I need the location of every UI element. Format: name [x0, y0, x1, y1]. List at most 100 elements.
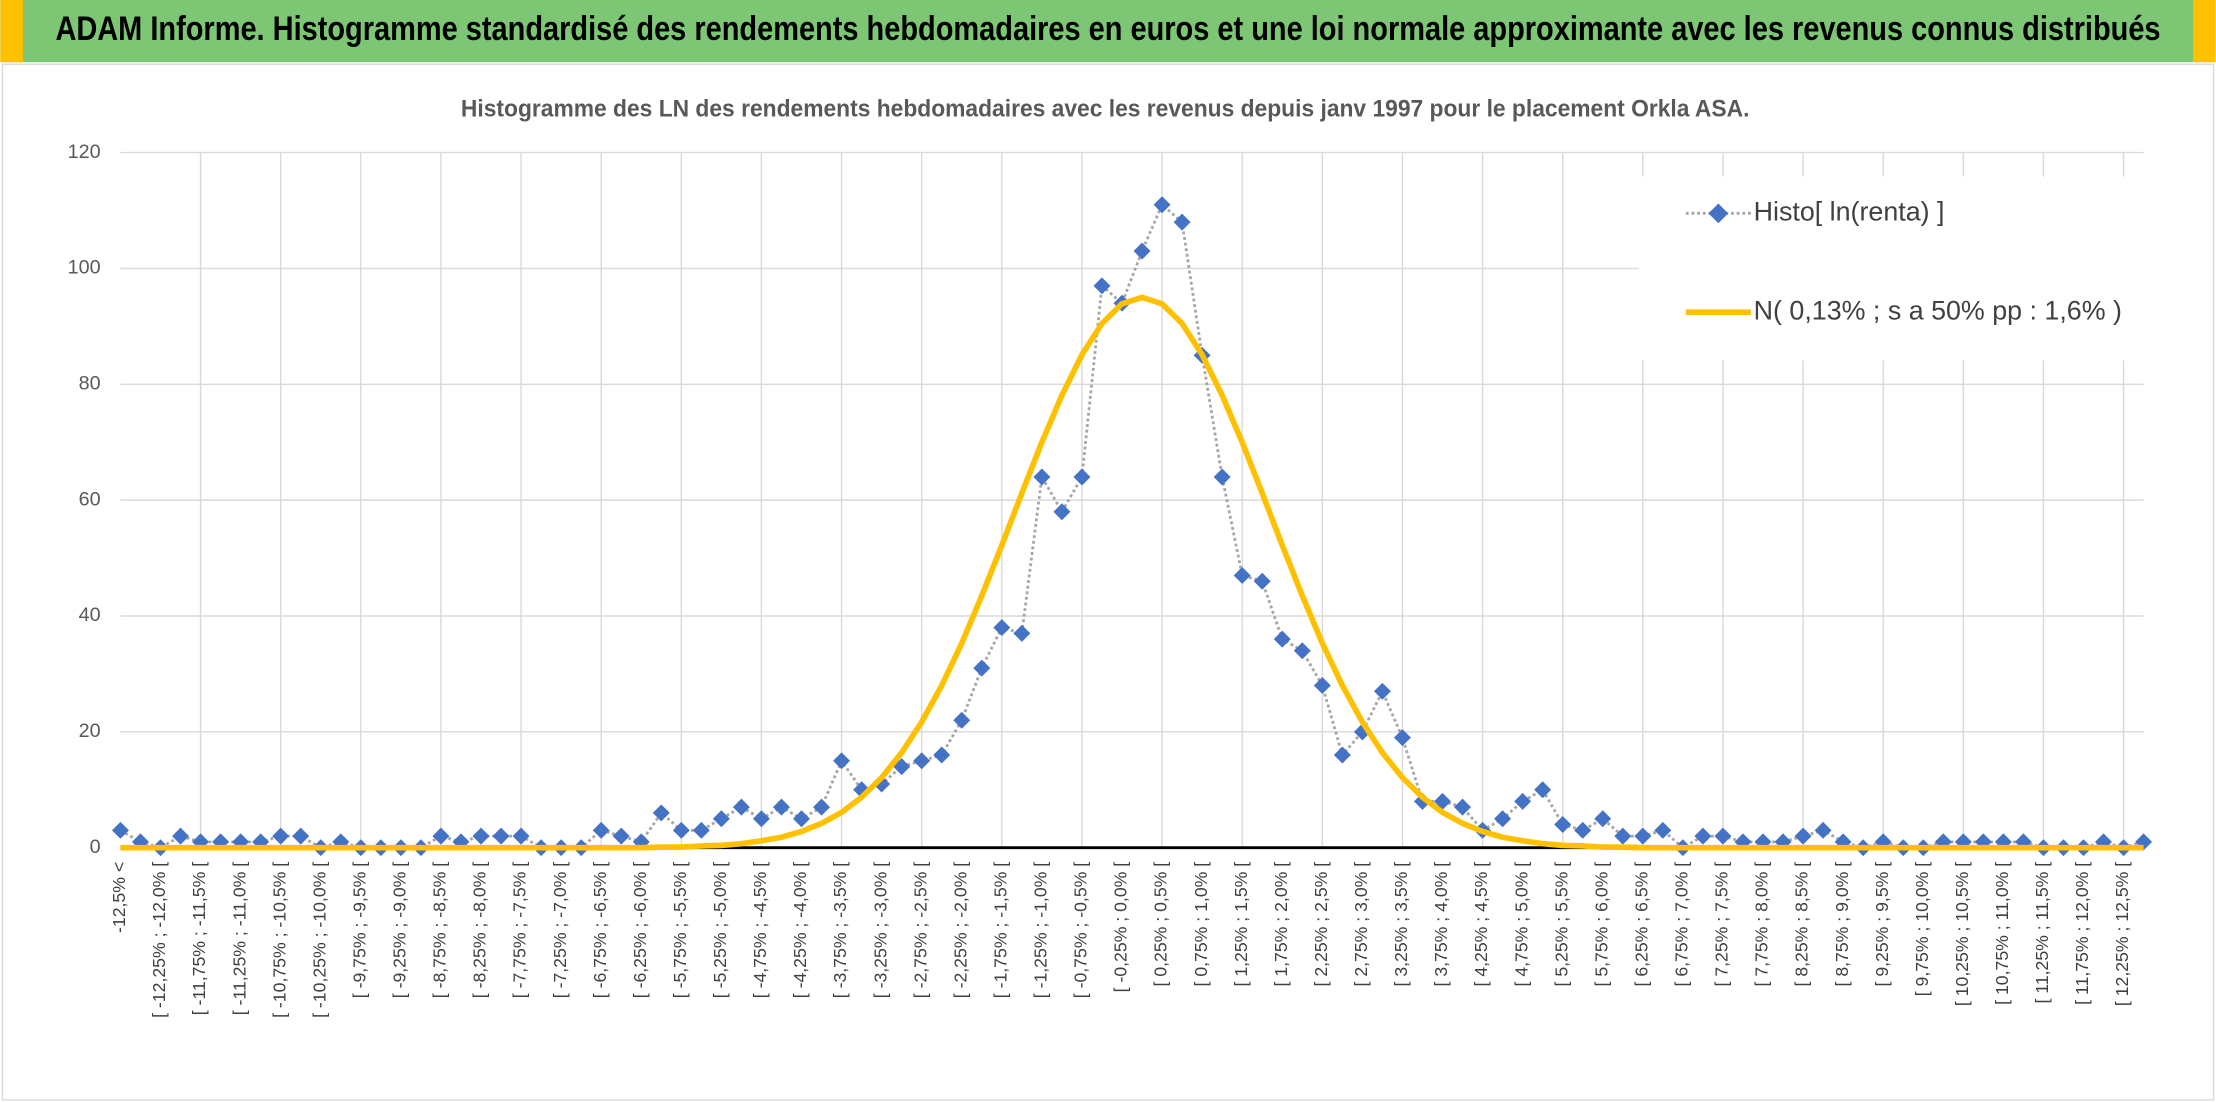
- y-tick-label: 20: [79, 720, 101, 742]
- x-tick-label: [ 9,75% ; 10,0% [: [1912, 862, 1932, 997]
- data-point: [592, 821, 610, 839]
- x-tick-label: [ 5,25% ; 5,5% [: [1551, 862, 1571, 987]
- data-point: [1794, 827, 1812, 845]
- x-tick-label: [ -5,75% ; -5,5% [: [670, 862, 690, 998]
- x-tick-label: [ 1,75% ; 2,0% [: [1271, 862, 1291, 987]
- x-tick-label: [ 2,75% ; 3,0% [: [1351, 862, 1371, 987]
- x-tick-label: [ -6,75% ; -6,5% [: [590, 862, 610, 998]
- data-point: [1634, 827, 1652, 845]
- x-tick-label: [ -8,75% ; -8,5% [: [430, 862, 450, 998]
- y-tick-label: 120: [68, 141, 101, 163]
- data-point: [1153, 196, 1171, 214]
- data-point: [672, 821, 690, 839]
- x-tick-label: [ 6,75% ; 7,0% [: [1672, 862, 1692, 987]
- x-tick-label: [ 7,25% ; 7,5% [: [1712, 862, 1732, 987]
- x-tick-label: [ -4,75% ; -4,5% [: [750, 862, 770, 998]
- data-point: [712, 810, 730, 828]
- legend-swatch-marker: [1708, 203, 1729, 224]
- chart-title: Histogramme des LN des rendements hebdom…: [461, 96, 1749, 123]
- data-point: [512, 827, 530, 845]
- data-point: [652, 804, 670, 822]
- data-point: [953, 711, 971, 729]
- x-tick-label: [ -8,25% ; -8,0% [: [470, 862, 490, 998]
- data-point: [1574, 821, 1592, 839]
- series-line: [120, 294, 2144, 851]
- legend: Histo[ ln(renta) ] N( 0,13% ; s a 50% pp …: [1639, 176, 2148, 361]
- y-tick-label: 40: [79, 604, 101, 626]
- y-tick-label: 60: [79, 488, 101, 510]
- data-point: [732, 798, 750, 816]
- legend-label: N( 0,13% ; s a 50% pp : 1,6% ): [1754, 295, 2122, 325]
- data-point: [1494, 810, 1512, 828]
- data-point: [913, 752, 931, 770]
- y-tick-label: 100: [68, 257, 101, 279]
- x-tick-label: [ -11,25% ; -11,0% [: [229, 862, 249, 1016]
- plot-area: [111, 196, 2153, 857]
- x-tick-label: [ -12,25% ; -12,0% [: [149, 862, 169, 1018]
- x-tick-label: [ -10,25% ; -10,0% [: [309, 862, 329, 1018]
- data-point: [1594, 810, 1612, 828]
- chart-border: [1, 63, 2215, 1101]
- data-point: [272, 827, 290, 845]
- data-point: [1313, 677, 1331, 694]
- data-point: [793, 810, 810, 828]
- data-point: [752, 810, 770, 828]
- x-tick-label: [ -2,75% ; -2,5% [: [910, 862, 930, 998]
- x-tick-label: [ -4,25% ; -4,0% [: [790, 862, 810, 998]
- x-tick-label: [ -9,75% ; -9,5% [: [349, 862, 369, 998]
- data-point: [1534, 781, 1552, 799]
- x-tick-label: [ 0,75% ; 1,0% [: [1191, 862, 1211, 987]
- x-tick-label: [ -2,25% ; -2,0% [: [950, 862, 970, 998]
- data-point: [111, 821, 129, 839]
- x-tick-label: [ -5,25% ; -5,0% [: [710, 862, 730, 998]
- x-tick-label: [ 9,25% ; 9,5% [: [1872, 862, 1892, 987]
- legend-box: [1639, 176, 2148, 361]
- header-title: ADAM Informe. Histogramme standardisé de…: [55, 10, 2160, 48]
- data-point: [772, 798, 790, 816]
- x-tick-label: [ -3,25% ; -3,0% [: [870, 862, 890, 998]
- x-tick-label: [ -6,25% ; -6,0% [: [630, 862, 650, 998]
- data-point: [172, 827, 190, 845]
- data-point: [1434, 792, 1451, 810]
- x-tick-label: [ 2,25% ; 2,5% [: [1311, 862, 1331, 987]
- x-tick-label: [ -9,25% ; -9,0% [: [390, 862, 410, 998]
- data-point: [1514, 792, 1532, 810]
- x-tick-label: [ 0,25% ; 0,5% [: [1151, 862, 1171, 987]
- data-point: [692, 821, 710, 839]
- x-tick-label: [ 3,75% ; 4,0% [: [1431, 862, 1451, 987]
- x-tick-label: [ 4,75% ; 5,0% [: [1511, 862, 1531, 987]
- data-point: [1093, 277, 1111, 295]
- header-accent: [0, 0, 23, 63]
- x-tick-label: [ -10,75% ; -10,5% [: [269, 862, 289, 1018]
- x-tick-label: [ 1,25% ; 1,5% [: [1231, 862, 1251, 987]
- data-point: [432, 827, 450, 845]
- x-tick-label: [ -1,25% ; -1,0% [: [1031, 862, 1051, 998]
- x-tick-label: [ -7,25% ; -7,0% [: [550, 862, 570, 998]
- y-tick-label: 80: [79, 373, 101, 395]
- x-tick-label: [ -7,75% ; -7,5% [: [510, 862, 530, 998]
- x-tick-label: [ 5,75% ; 6,0% [: [1591, 862, 1611, 987]
- data-point: [813, 798, 831, 816]
- x-tick-label: [ 4,25% ; 4,5% [: [1471, 862, 1491, 987]
- x-tick-label: [ 11,25% ; 11,5% [: [2032, 862, 2052, 1004]
- data-point: [1814, 821, 1832, 839]
- x-tick-label: [ 12,25% ; 12,5% [: [2112, 862, 2132, 1006]
- x-tick-label: -12,5% <: [109, 862, 129, 933]
- header-fill: [22, 0, 2194, 57]
- data-point: [1073, 468, 1091, 486]
- x-tick-label: [ 6,25% ; 6,5% [: [1631, 862, 1651, 987]
- x-tick-label: [ 3,25% ; 3,5% [: [1391, 862, 1411, 987]
- x-tick-label: [ -1,75% ; -1,5% [: [990, 862, 1010, 998]
- data-point: [993, 619, 1011, 637]
- header-accent: [2193, 0, 2216, 63]
- x-tick-label: [ -0,75% ; -0,5% [: [1071, 862, 1091, 998]
- data-point: [472, 827, 490, 845]
- x-tick-label: [ 10,25% ; 10,5% [: [1952, 862, 1972, 1006]
- data-point: [973, 659, 991, 677]
- data-point: [1694, 827, 1712, 845]
- x-tick-label: [ 11,75% ; 12,0% [: [2072, 862, 2092, 1005]
- data-point: [1013, 624, 1031, 642]
- data-point: [1654, 821, 1672, 839]
- data-point: [1293, 642, 1311, 660]
